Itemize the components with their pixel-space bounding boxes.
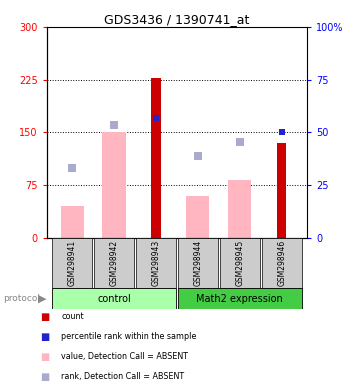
Text: protocol: protocol [4,294,40,303]
Bar [151,78,161,238]
Text: count: count [61,312,84,321]
Bar [228,180,251,238]
Bar [52,238,92,288]
Bar [186,196,209,238]
Bar [262,238,302,288]
Text: GSM298944: GSM298944 [193,240,203,286]
Text: GSM298942: GSM298942 [109,240,118,286]
Text: ■: ■ [40,352,49,362]
Text: ■: ■ [40,332,49,342]
Text: value, Detection Call = ABSENT: value, Detection Call = ABSENT [61,352,188,361]
Bar [136,238,176,288]
Text: GSM298946: GSM298946 [277,240,286,286]
Bar [277,143,286,238]
Bar [219,238,260,288]
Text: rank, Detection Call = ABSENT: rank, Detection Call = ABSENT [61,372,184,381]
Bar [61,207,84,238]
Text: Math2 expression: Math2 expression [196,293,283,304]
Text: ▶: ▶ [38,293,47,304]
Text: GSM298941: GSM298941 [68,240,77,286]
Bar [178,288,302,309]
Text: percentile rank within the sample: percentile rank within the sample [61,332,197,341]
Text: GSM298943: GSM298943 [151,240,160,286]
Text: GSM298945: GSM298945 [235,240,244,286]
Bar [94,238,134,288]
Text: ■: ■ [40,312,49,322]
Title: GDS3436 / 1390741_at: GDS3436 / 1390741_at [104,13,249,26]
Bar [178,238,218,288]
Bar [52,288,176,309]
Text: ■: ■ [40,372,49,382]
Bar [103,132,126,238]
Text: control: control [97,293,131,304]
